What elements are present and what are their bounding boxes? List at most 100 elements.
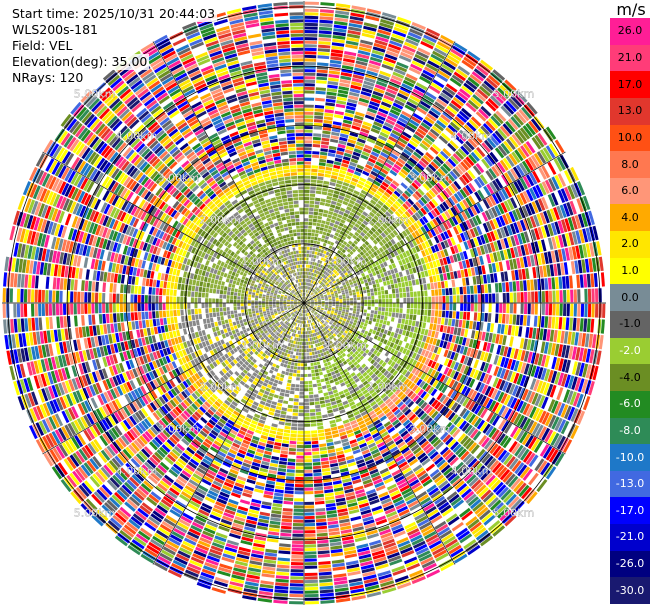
radar-gate [445,83,458,93]
radar-gate [311,232,315,237]
radar-gate [359,131,369,137]
radar-gate [406,160,416,168]
radar-gate [304,289,306,293]
radar-gate [335,257,340,262]
radar-gate [306,250,310,254]
radar-gate [362,211,369,217]
radar-gate [336,180,343,185]
radar-gate [374,118,385,125]
radar-gate [374,84,386,91]
radar-gate [308,377,312,381]
radar-gate [335,205,341,210]
radar-gate [382,12,397,19]
radar-gate [306,298,309,301]
radar-gate [424,290,428,297]
radar-gate [305,293,307,296]
radar-gate [398,171,407,179]
radar-gate [319,281,323,285]
radar-gate [456,113,468,123]
radar-gate [343,303,347,306]
radar-gate [304,30,318,34]
radar-gate [306,278,308,282]
radar-gate [314,201,320,205]
radar-gate [330,267,335,272]
radar-gate [354,250,359,256]
radar-gate [331,45,344,51]
radar-gate [396,187,404,195]
radar-gate [330,219,336,224]
radar-gate [388,43,402,51]
radar-gate [423,169,432,178]
radar-gate [351,81,363,87]
radar-gate [472,94,484,105]
radar-gate [319,252,323,257]
radar-gate [304,33,318,37]
radar-gate [403,148,412,157]
radar-gate [311,280,314,284]
radar-gate [451,137,462,147]
radar-gate [313,133,322,137]
radar-gate [415,148,424,157]
radar-gate [427,131,438,140]
radar-gate [449,295,453,303]
radar-gate [349,132,359,138]
radar-gate [308,295,312,298]
radar-gate [355,199,363,205]
radar-gate [602,288,606,303]
radar-gate [389,109,400,116]
radar-gate [382,60,395,68]
radar-gate [304,211,309,215]
radar-gate [413,151,422,160]
radar-gate [323,266,327,271]
radar-gate [306,356,310,360]
radar-gate [326,195,333,200]
radar-gate [304,97,315,101]
radar-gate [323,177,331,182]
radar-gate [307,286,309,290]
radar-gate [413,309,417,315]
radar-gate [394,23,409,31]
radar-gate [334,13,349,19]
radar-gate [452,287,456,295]
radar-gate [304,293,306,296]
radar-gate [446,54,460,65]
radar-gate [375,303,378,307]
radar-gate [306,282,309,286]
radar-gate [436,138,446,147]
radar-gate [384,311,389,316]
radar-gate [305,296,307,300]
radar-gate [386,115,397,123]
radar-gate [428,85,441,95]
radar-gate [316,76,328,81]
radar-gate [348,223,354,229]
radar-gate [342,159,350,165]
radar-gate [337,250,342,254]
radar-gate [407,98,419,106]
radar-gate [319,19,333,24]
radar-gate [389,153,399,160]
radar-gate [474,294,478,303]
radar-gate [310,240,314,244]
radar-gate [467,50,481,62]
radar-gate [342,241,348,246]
radar-gate [412,113,424,121]
radar-gate [330,52,343,58]
radar-gate [410,136,421,145]
radar-gate [382,165,391,172]
radar-gate [363,80,375,87]
radar-gate [415,50,429,59]
radar-gate [407,122,418,130]
radar-gate [353,300,357,303]
radar-gate [323,239,328,244]
radar-gate [473,113,484,125]
radar-gate [420,72,433,82]
radar-gate [424,66,437,75]
radar-gate [366,205,373,211]
radar-gate [385,142,394,149]
radar-gate [336,217,342,222]
radar-gate [304,93,315,98]
radar-gate [394,200,402,208]
radar-gate [342,298,346,301]
radar-gate [384,290,389,295]
radar-gate [405,145,414,154]
